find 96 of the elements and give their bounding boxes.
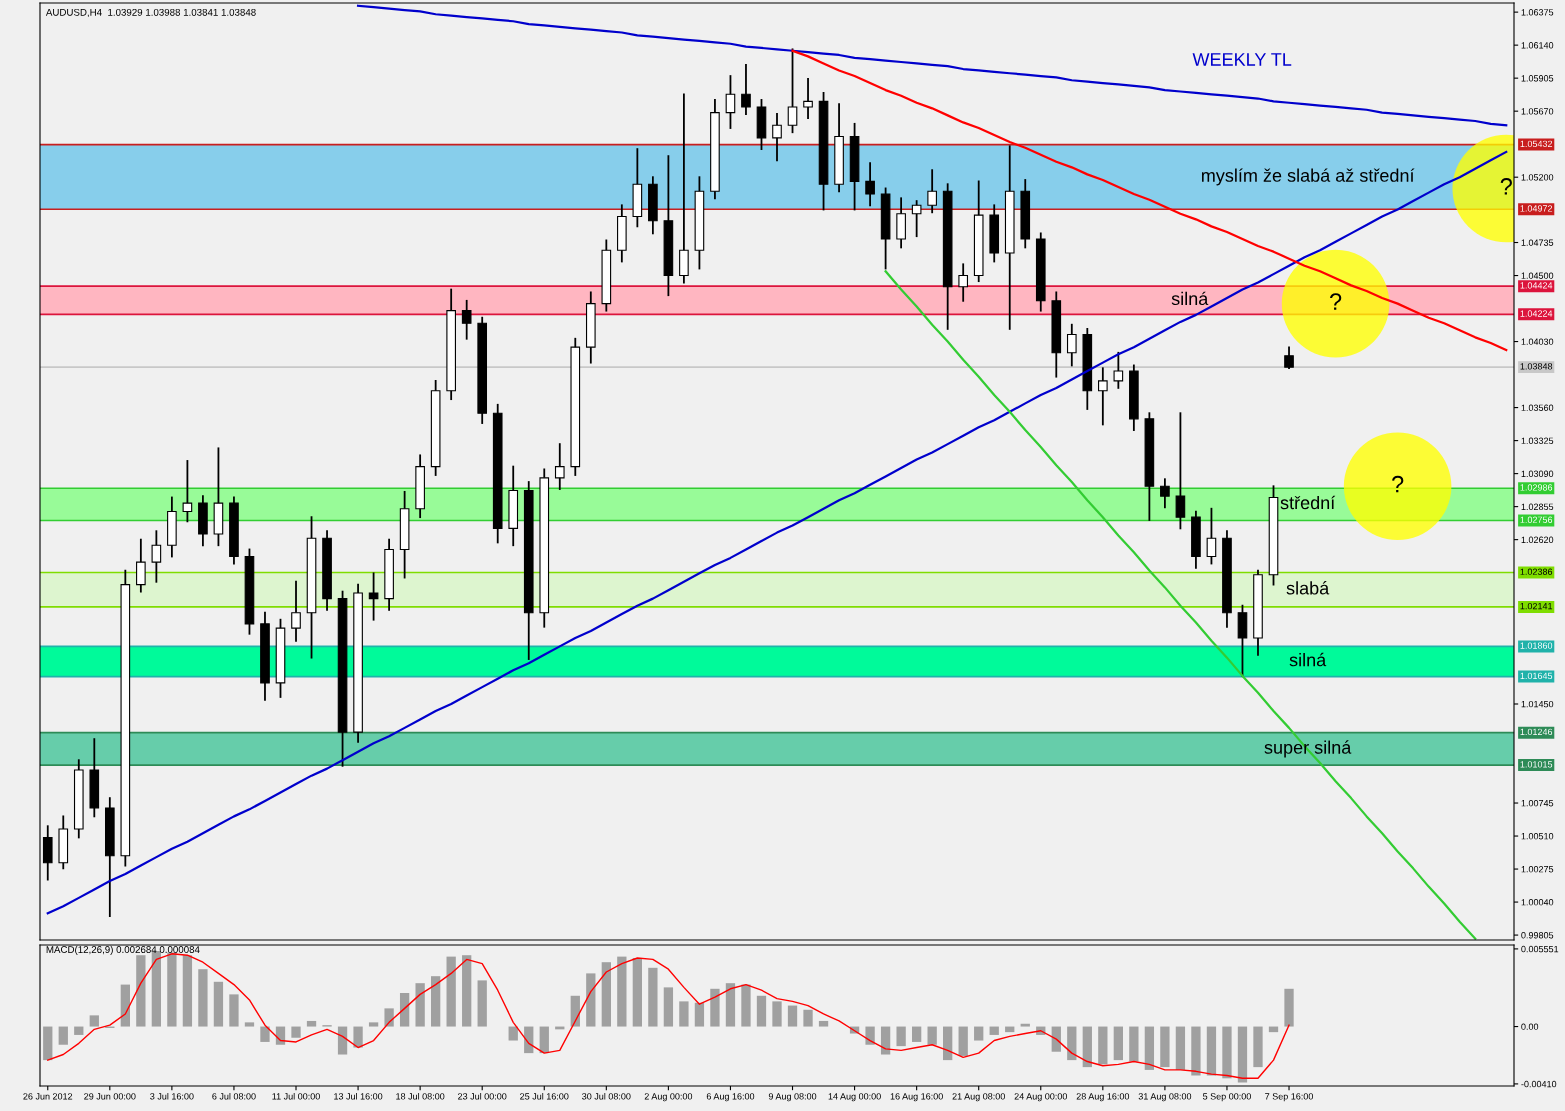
x-tick-label: 14 Aug 00:00 — [828, 1093, 881, 1102]
bar — [229, 994, 239, 1027]
y-tick-label: 0.99805 — [1521, 932, 1554, 939]
x-tick-label: 21 Aug 08:00 — [952, 1093, 1005, 1102]
x-tick-label: 7 Sep 16:00 — [1265, 1093, 1314, 1102]
bar — [974, 1026, 984, 1041]
bar — [803, 1009, 813, 1027]
x-tick-label: 26 Jun 2012 — [23, 1093, 73, 1100]
bar — [213, 981, 224, 1027]
bar — [943, 1026, 953, 1061]
bar — [679, 1001, 689, 1027]
bar — [586, 973, 596, 1027]
bar — [1098, 1026, 1108, 1065]
bar — [151, 951, 162, 1027]
bar — [89, 1015, 99, 1027]
x-tick-label: 13 Jul 16:00 — [334, 1092, 383, 1100]
bar — [601, 962, 611, 1027]
bar — [648, 967, 658, 1027]
bar — [198, 969, 208, 1027]
bar — [1129, 1026, 1139, 1062]
x-tick-label: 25 Jul 16:00 — [520, 1092, 569, 1100]
bar — [462, 955, 472, 1027]
bar — [1144, 1026, 1155, 1070]
x-tick-label: 23 Jul 00:00 — [458, 1092, 507, 1100]
x-tick-label: 5 Sep 00:00 — [1202, 1093, 1251, 1102]
bar — [1206, 1026, 1217, 1076]
y-tick-label: -0.00410 — [1521, 1080, 1557, 1088]
x-tick-label: 28 Aug 16:00 — [1076, 1093, 1130, 1102]
bar — [431, 976, 441, 1027]
bar — [617, 956, 627, 1027]
bar — [772, 1001, 782, 1027]
bar — [694, 1002, 705, 1027]
bar — [880, 1026, 891, 1055]
bar — [182, 955, 193, 1027]
bar — [756, 995, 767, 1027]
bar — [896, 1026, 906, 1047]
bar — [1067, 1026, 1077, 1061]
x-tick-label: 29 Jun 00:00 — [84, 1093, 136, 1100]
x-tick-label: 11 Jul 00:00 — [272, 1092, 320, 1100]
chart-title: MACD(12,26,9) 0.002684 0.000084 — [46, 945, 200, 955]
bar — [989, 1026, 999, 1035]
bar — [663, 987, 674, 1027]
x-tick-label: 30 Jul 08:00 — [582, 1092, 631, 1100]
bar — [1160, 1026, 1170, 1068]
bar — [399, 992, 410, 1027]
bar — [43, 1026, 53, 1061]
bar — [710, 988, 720, 1027]
bar — [368, 1022, 379, 1027]
bar — [1237, 1026, 1248, 1083]
bar — [1175, 1026, 1186, 1070]
bar — [1113, 1026, 1123, 1061]
bar — [353, 1026, 363, 1048]
x-tick-label: 6 Aug 16:00 — [706, 1093, 755, 1102]
bar — [291, 1026, 301, 1038]
bar — [741, 984, 751, 1027]
bar — [1082, 1026, 1092, 1068]
bar — [1020, 1023, 1030, 1027]
bar — [167, 952, 177, 1027]
bar — [539, 1026, 549, 1054]
bar — [120, 984, 130, 1027]
x-tick-label: 9 Aug 08:00 — [768, 1093, 817, 1102]
bar — [818, 1020, 829, 1027]
bar — [958, 1026, 968, 1056]
x-tick-label: 16 Aug 16:00 — [890, 1093, 943, 1102]
bar — [725, 983, 736, 1027]
x-tick-label: 6 Jul 08:00 — [212, 1092, 256, 1100]
bar — [136, 955, 146, 1027]
x-tick-label: 2 Aug 00:00 — [644, 1093, 693, 1102]
bar — [477, 980, 487, 1027]
y-tick-label: 0.00 — [1521, 1023, 1539, 1030]
bar — [787, 1005, 798, 1027]
bar — [337, 1026, 348, 1055]
bar — [1284, 988, 1294, 1027]
x-tick-label: 3 Jul 16:00 — [150, 1092, 194, 1100]
bar — [570, 995, 580, 1027]
bar — [260, 1026, 270, 1042]
bar — [74, 1026, 84, 1035]
bar — [244, 1022, 255, 1027]
line-series — [47, 953, 1290, 1080]
bar — [865, 1026, 875, 1045]
bar — [58, 1026, 68, 1045]
bar — [508, 1026, 518, 1041]
bar — [415, 983, 425, 1027]
bar — [306, 1020, 317, 1027]
bar — [632, 958, 643, 1027]
x-tick-label: 31 Aug 08:00 — [1138, 1093, 1192, 1102]
bar — [911, 1026, 922, 1042]
bar — [1222, 1026, 1232, 1079]
bar — [446, 956, 456, 1027]
x-tick-label: 18 Jul 08:00 — [396, 1092, 445, 1100]
bar — [1191, 1026, 1201, 1076]
x-tick-label: 24 Aug 00:00 — [1014, 1093, 1068, 1102]
y-tick-label: 0.005551 — [1521, 945, 1559, 953]
bar — [927, 1026, 937, 1045]
bar — [384, 1008, 394, 1027]
bar — [1253, 1026, 1263, 1068]
